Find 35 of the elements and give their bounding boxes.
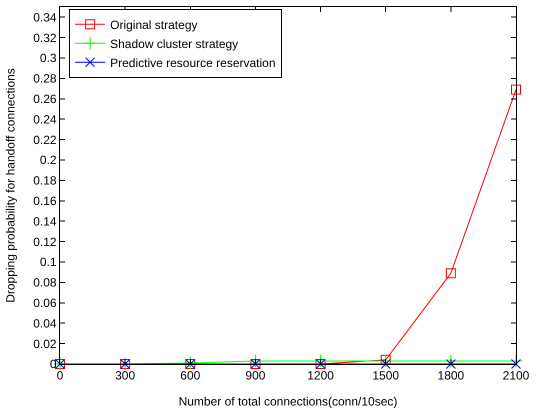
y-tick-label: 0.3	[40, 51, 57, 66]
y-tick-label: 0.14	[33, 214, 57, 228]
y-tick-label: 0.06	[33, 296, 57, 310]
y-tick-label: 0.22	[33, 132, 57, 147]
y-tick-label: 0.32	[33, 30, 57, 45]
y-tick-label: 0.12	[33, 234, 57, 249]
x-tick-label: 900	[245, 368, 266, 382]
y-axis-title: Dropping probability for handoff connections	[4, 68, 18, 303]
y-tick-label: 0.02	[33, 336, 57, 351]
y-tick-label: 0.16	[33, 194, 57, 208]
point	[511, 84, 521, 95]
y-tick-label: 0.34	[33, 10, 57, 24]
y-tick-label: 0.18	[33, 174, 57, 188]
x-tick-label: 2100	[502, 368, 530, 382]
x-tick-label: 1200	[307, 368, 334, 382]
point	[446, 268, 456, 278]
legend-label: Shadow cluster strategy	[110, 36, 238, 51]
point	[446, 359, 456, 369]
x-tick-label: 600	[180, 368, 201, 382]
y-tick-label: 0.04	[33, 316, 57, 330]
y-tick-label: 0.2	[40, 153, 57, 168]
x-tick-label: 1800	[438, 368, 465, 382]
point	[380, 359, 391, 369]
y-tick-label: 0.26	[33, 92, 57, 106]
y-tick-label: 0.1	[40, 255, 57, 270]
legend-label: Predictive resource reservation	[110, 56, 276, 70]
point	[511, 359, 521, 369]
y-tick-label: 0.24	[33, 112, 57, 126]
x-tick-label: 300	[115, 368, 136, 382]
y-tick-label: 0.08	[33, 276, 57, 290]
legend-label: Original strategy	[110, 18, 198, 32]
x-axis-title: Number of total connections(conn/10sec)	[178, 394, 398, 408]
x-tick-label: 1500	[372, 368, 400, 382]
point	[183, 356, 198, 370]
y-tick-label: 0.28	[33, 72, 57, 86]
